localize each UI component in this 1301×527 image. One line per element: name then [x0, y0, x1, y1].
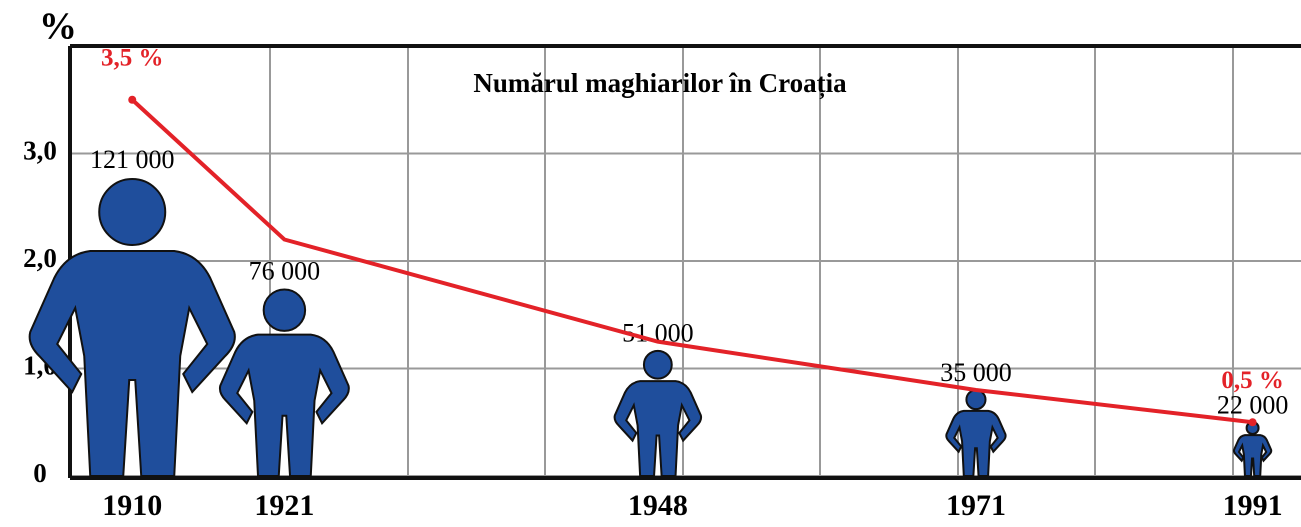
population-label: 76 000	[249, 257, 321, 286]
population-label: 22 000	[1217, 390, 1289, 419]
person-icon	[1234, 422, 1271, 476]
person-body	[220, 335, 349, 476]
line	[130, 98, 1253, 425]
data-label: 0,5 %	[1221, 367, 1284, 394]
point	[1248, 418, 1257, 427]
y-tick-label: 3,0	[23, 136, 57, 166]
person-head	[99, 179, 165, 245]
y-tick-label: 0	[33, 458, 47, 488]
population-label: 121 000	[90, 145, 175, 174]
person-head	[966, 390, 985, 409]
x-tick-label: 1910	[102, 489, 162, 522]
y-axis-label: %	[39, 6, 77, 48]
person-body	[30, 251, 235, 476]
population-label: 35 000	[940, 358, 1012, 387]
person-body	[1234, 435, 1271, 476]
person-body	[946, 411, 1005, 476]
person-icon	[946, 390, 1005, 476]
person-head	[644, 351, 672, 379]
x-tick-label: 1991	[1223, 489, 1283, 522]
person-icon	[615, 351, 701, 476]
person-icon	[220, 289, 349, 476]
y-tick-label: 2,0	[23, 243, 57, 273]
person-icon	[30, 179, 235, 476]
x-tick-label: 1971	[946, 489, 1006, 522]
point	[128, 95, 137, 104]
data-label: 3,5 %	[101, 44, 164, 71]
person-head	[264, 289, 305, 330]
x-tick-label: 1948	[628, 489, 688, 522]
chart-title: Numărul maghiarilor în Croația	[473, 68, 847, 99]
person-body	[615, 381, 701, 476]
x-tick-label: 1921	[254, 489, 314, 522]
